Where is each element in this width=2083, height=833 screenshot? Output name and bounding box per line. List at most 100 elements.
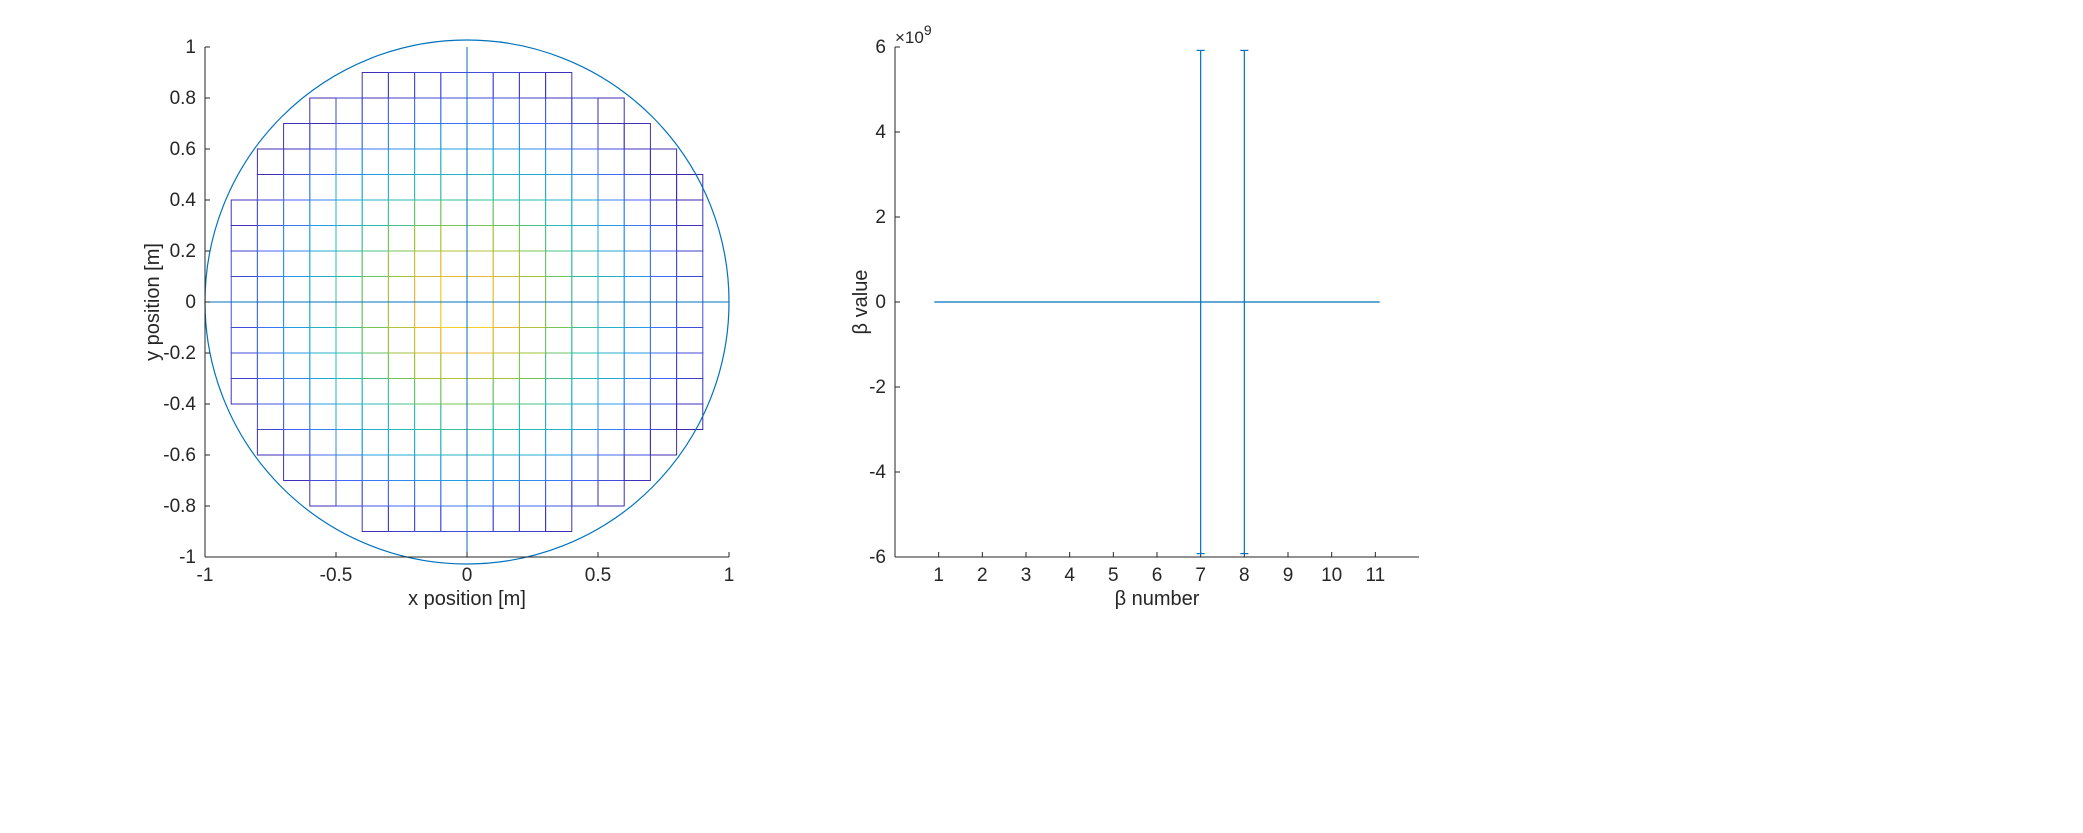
heatmap-cell — [466, 429, 494, 456]
left-y-tick-label: -0.4 — [163, 394, 196, 415]
left-y-tick-label: -1 — [179, 547, 196, 568]
heatmap-cell — [518, 276, 547, 303]
heatmap-cell — [283, 199, 311, 226]
left-x-tick-label: 0.5 — [585, 565, 611, 586]
heatmap-cell — [571, 225, 599, 252]
heatmap-cell — [571, 250, 599, 277]
right-plot-marks — [934, 49, 1380, 555]
heatmap-cell — [623, 454, 651, 481]
heatmap-cell — [597, 480, 625, 507]
right-x-tick-label: 10 — [1321, 565, 1342, 586]
heatmap-cell — [387, 301, 416, 328]
heatmap-cell — [466, 454, 494, 481]
heatmap-cell — [518, 378, 547, 405]
heatmap-cell — [571, 97, 599, 124]
heatmap-cell — [649, 352, 678, 379]
heatmap-cell — [414, 199, 442, 226]
heatmap-cell — [597, 250, 625, 277]
heatmap-cell — [649, 327, 678, 354]
heatmap-cell — [283, 378, 311, 405]
right-x-tick-label: 7 — [1195, 565, 1206, 586]
heatmap-cell — [283, 403, 311, 430]
heatmap-cell — [676, 352, 704, 379]
heatmap-cell — [518, 97, 547, 124]
heatmap-cell — [597, 403, 625, 430]
right-y-tick-label: 0 — [875, 292, 886, 313]
right-x-tick-label: 6 — [1152, 565, 1163, 586]
heatmap-cell — [545, 276, 573, 303]
heatmap-cell — [545, 225, 573, 252]
heatmap-cell — [649, 250, 678, 277]
heatmap-cell — [518, 480, 547, 507]
heatmap-cell — [387, 454, 416, 481]
heatmap-cell — [466, 480, 494, 507]
heatmap-cell — [440, 250, 468, 277]
heatmap-cell — [414, 454, 442, 481]
right-x-tick-label: 8 — [1239, 565, 1250, 586]
heatmap-cell — [440, 352, 468, 379]
heatmap-cell — [623, 225, 651, 252]
heatmap-cell — [335, 276, 363, 303]
heatmap-cell — [466, 327, 494, 354]
heatmap-cell — [466, 72, 494, 99]
left-y-tick-label: 1 — [185, 37, 196, 58]
right-x-tick-label: 9 — [1283, 565, 1294, 586]
heatmap-cell — [335, 250, 363, 277]
heatmap-cell — [414, 301, 442, 328]
heatmap-cell — [545, 301, 573, 328]
heatmap-cell — [361, 276, 389, 303]
heatmap-cell — [335, 301, 363, 328]
heatmap-cell — [414, 480, 442, 507]
heatmap-cell — [518, 429, 547, 456]
right-x-tick-label: 3 — [1021, 565, 1032, 586]
heatmap-cell — [440, 327, 468, 354]
heatmap-cell — [492, 301, 520, 328]
left-chart: -1 -0.5 0 0.5 1 -1 -0.8 -0.6 -0.4 -0.2 0 0.2 0.4 0.6 0… — [142, 37, 734, 610]
heatmap-cell — [387, 480, 416, 507]
heatmap-cell — [649, 225, 678, 252]
heatmap-cell — [676, 327, 704, 354]
heatmap-cell — [387, 148, 416, 175]
heatmap-cell — [545, 148, 573, 175]
heatmap-cell — [649, 199, 678, 226]
heatmap-cell — [230, 327, 258, 354]
heatmap-cell — [256, 352, 285, 379]
heatmap-cell — [309, 199, 337, 226]
heatmap-cell — [518, 327, 547, 354]
heatmap-cell — [256, 174, 285, 201]
right-y-tick-label: 2 — [875, 207, 886, 228]
heatmap-cell — [414, 148, 442, 175]
heatmap-cell — [309, 403, 337, 430]
heatmap-cell — [492, 429, 520, 456]
heatmap-cell — [545, 403, 573, 430]
heatmap-cell — [335, 174, 363, 201]
right-y-tick-label: -4 — [869, 462, 886, 483]
heatmap-cell — [676, 250, 704, 277]
heatmap-cell — [492, 250, 520, 277]
heatmap-cell — [309, 225, 337, 252]
heatmap-cell — [309, 301, 337, 328]
heatmap-cell — [256, 250, 285, 277]
heatmap-cell — [623, 123, 651, 150]
heatmap-cell — [623, 148, 651, 175]
heatmap-cell — [571, 276, 599, 303]
heatmap-cell — [440, 505, 468, 532]
heatmap-cell — [335, 352, 363, 379]
heatmap-cell — [230, 199, 258, 226]
right-y-tick-label: 6 — [875, 37, 886, 58]
left-x-tick-label: -0.5 — [320, 565, 353, 586]
heatmap-cell — [361, 123, 389, 150]
heatmap-cell — [649, 429, 678, 456]
left-y-tick-label: 0.6 — [170, 139, 196, 160]
left-axes: -1 -0.5 0 0.5 1 -1 -0.8 -0.6 -0.4 -0.2 0 0.2 0.4 0.6 0… — [163, 37, 734, 586]
heatmap-cell — [283, 454, 311, 481]
heatmap-cell — [414, 352, 442, 379]
heatmap-cell — [597, 276, 625, 303]
heatmap-cell — [518, 174, 547, 201]
right-x-tick-label: 1 — [933, 565, 944, 586]
heatmap-cell — [492, 199, 520, 226]
heatmap-cell — [309, 174, 337, 201]
heatmap-cell — [466, 174, 494, 201]
heatmap-cell — [335, 97, 363, 124]
heatmap-cell — [230, 250, 258, 277]
